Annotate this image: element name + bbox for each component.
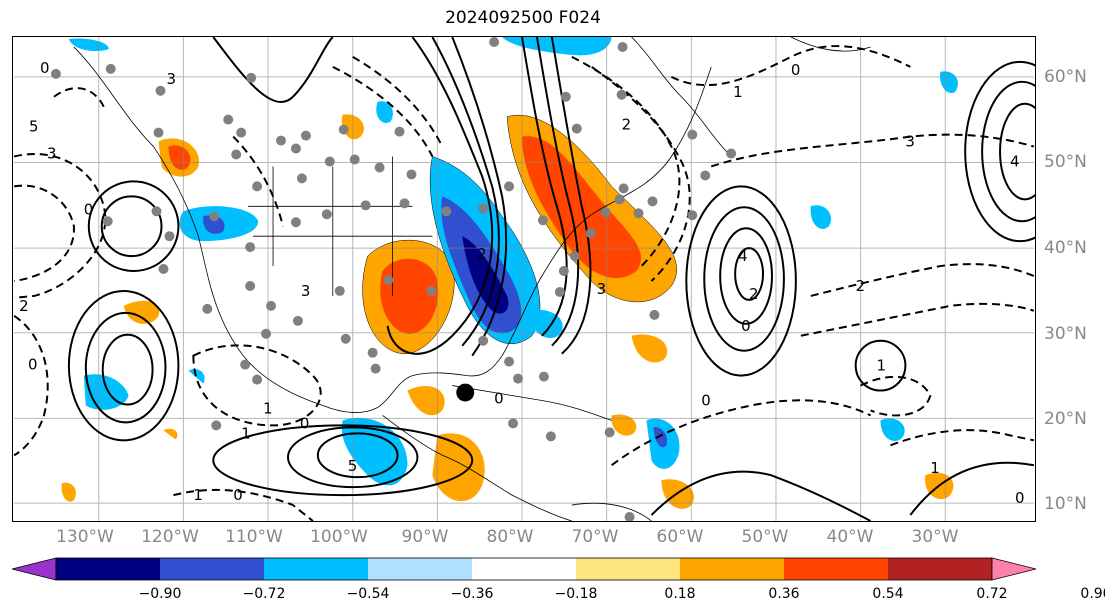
colorbar-segment (368, 558, 472, 580)
svg-text:5: 5 (29, 118, 39, 136)
lon-label-120w: 120°W (141, 527, 199, 547)
lon-label-50w: 50°W (741, 527, 789, 547)
svg-text:2: 2 (856, 277, 866, 295)
negative-contours (13, 45, 1035, 521)
colorbar-segment (680, 558, 784, 580)
colorbar-tick-label: 0.36 (768, 586, 800, 602)
svg-text:0: 0 (494, 389, 504, 407)
forecast-map: 035 302 042 010 110 501 032 234 100 123 (12, 36, 1036, 522)
svg-text:0: 0 (300, 414, 309, 432)
lat-label-50n: 50°N (1044, 152, 1087, 172)
lon-label-90w: 90°W (401, 527, 449, 547)
colorbar (11, 557, 1037, 581)
colorbar-tick-label: −0.54 (346, 586, 390, 602)
svg-text:3: 3 (597, 280, 607, 298)
graticule (14, 37, 1034, 521)
lat-label-20n: 20°N (1044, 409, 1087, 429)
colorbar-segment (160, 558, 264, 580)
svg-text:0: 0 (40, 59, 50, 77)
svg-text:0: 0 (791, 61, 801, 79)
colorbar-segment (784, 558, 888, 580)
svg-text:2: 2 (749, 285, 759, 303)
colorbar-segment (576, 558, 680, 580)
colorbar-segment (472, 558, 576, 580)
shaded-fields (61, 37, 958, 509)
lat-label-40n: 40°N (1044, 238, 1087, 258)
colorbar-tick-label: −0.18 (554, 586, 598, 602)
lat-label-10n: 10°N (1044, 494, 1087, 514)
colorbar-extend-high (991, 557, 1037, 581)
colorbar-tick-label: −0.72 (242, 586, 286, 602)
svg-text:0: 0 (1015, 489, 1024, 507)
svg-text:2: 2 (477, 245, 486, 263)
lon-label-30w: 30°W (911, 527, 959, 547)
colorbar-extend-low (11, 557, 57, 581)
lon-label-80w: 80°W (486, 527, 534, 547)
svg-text:1: 1 (263, 399, 273, 417)
colorbar-tick-label: −0.90 (138, 586, 182, 602)
colorbar-tick-label: 0.18 (664, 586, 696, 602)
svg-text:1: 1 (733, 83, 743, 101)
station-markers (50, 37, 737, 521)
svg-text:4: 4 (738, 247, 748, 265)
contour-labels: 035 302 042 010 110 501 032 234 100 123 (19, 59, 1024, 507)
svg-text:3: 3 (905, 133, 914, 151)
svg-text:0: 0 (233, 486, 243, 504)
colorbar-tick-label: −0.36 (450, 586, 494, 602)
svg-text:1: 1 (877, 357, 887, 375)
svg-text:1: 1 (241, 424, 251, 442)
lat-label-30n: 30°N (1044, 324, 1087, 344)
colorbar-tick-label: 0.72 (976, 586, 1008, 602)
positive-contours (67, 37, 1035, 521)
svg-text:1: 1 (193, 486, 203, 504)
svg-text:0: 0 (84, 200, 93, 218)
svg-text:0: 0 (741, 317, 750, 335)
lon-label-130w: 130°W (56, 527, 114, 547)
svg-text:4: 4 (1010, 152, 1020, 170)
colorbar-tick-label: 0.54 (872, 586, 904, 602)
colorbar-segment (264, 558, 368, 580)
colorbar-segment (56, 558, 160, 580)
svg-text:3: 3 (47, 144, 57, 162)
colorbar-tick-label: 0.90 (1080, 586, 1105, 602)
lat-label-60n: 60°N (1044, 67, 1087, 87)
hurricane-symbol (456, 383, 475, 402)
svg-text:0: 0 (701, 391, 710, 409)
lon-label-70w: 70°W (571, 527, 619, 547)
svg-text:3: 3 (166, 70, 176, 88)
colorbar-segment (888, 558, 992, 580)
lon-label-60w: 60°W (656, 527, 704, 547)
svg-text:5: 5 (348, 457, 358, 475)
svg-text:1: 1 (930, 459, 940, 477)
svg-text:2: 2 (622, 116, 632, 134)
lon-label-40w: 40°W (826, 527, 874, 547)
svg-text:3: 3 (301, 282, 311, 300)
map-title: 2024092500 F024 (445, 8, 601, 28)
svg-text:2: 2 (19, 297, 29, 315)
svg-text:0: 0 (28, 356, 38, 374)
lon-label-100w: 100°W (310, 527, 368, 547)
lon-label-110w: 110°W (225, 527, 283, 547)
